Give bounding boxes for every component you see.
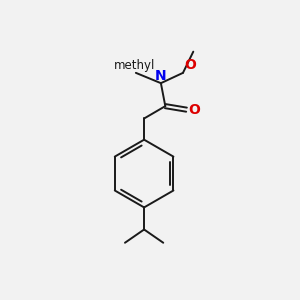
Text: O: O (184, 58, 196, 72)
Text: methyl: methyl (114, 59, 155, 72)
Text: N: N (155, 69, 167, 82)
Text: O: O (188, 103, 200, 117)
